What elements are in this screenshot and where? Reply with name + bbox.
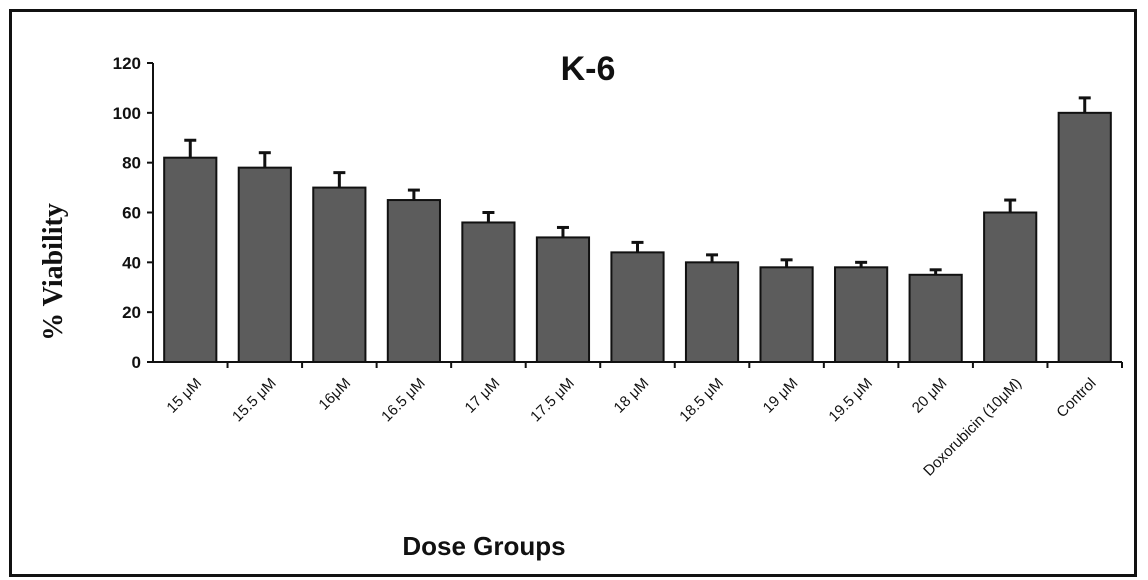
y-tick-label: 0 — [132, 353, 141, 372]
bar — [684, 261, 740, 364]
x-tick-label: 15.5 μM — [229, 375, 280, 426]
y-axis-label: % Viability — [38, 203, 69, 341]
bar — [908, 273, 963, 363]
bar — [535, 236, 591, 364]
x-tick-label: 18.5 μM — [676, 375, 727, 426]
bar — [759, 266, 814, 364]
y-tick-label: 80 — [122, 154, 141, 173]
bar — [461, 221, 516, 363]
y-tick-label: 60 — [122, 204, 141, 223]
bar — [312, 186, 367, 363]
y-tick-label: 100 — [113, 104, 141, 123]
x-tick-label: 20 μM — [909, 375, 951, 417]
bar — [610, 251, 665, 363]
x-tick-label: 17.5 μM — [527, 375, 578, 426]
x-tick-label: 18 μM — [611, 375, 653, 417]
x-tick-label: 19 μM — [760, 375, 802, 417]
bar — [163, 156, 218, 363]
x-tick-label: 17 μM — [462, 375, 504, 417]
bar — [983, 211, 1038, 363]
x-tick-label: 16.5 μM — [378, 375, 429, 426]
chart-title: K-6 — [561, 50, 616, 88]
x-tick-label: 19.5 μM — [825, 375, 876, 426]
x-tick-label: Control — [1053, 375, 1099, 421]
x-axis-label: Dose Groups — [402, 531, 565, 561]
bar — [834, 266, 889, 364]
bar — [237, 166, 292, 363]
x-tick-label: 16μM — [315, 375, 354, 414]
y-tick-label: 20 — [122, 303, 141, 322]
y-tick-label: 120 — [113, 54, 141, 73]
x-tick-label: 15 μM — [163, 375, 205, 417]
bar — [386, 199, 441, 363]
plot-area: 0 20 40 60 80 100 120 15 μM 15.5 μM 16μM 16.5 μM 17… — [113, 54, 1123, 480]
y-tick-label: 40 — [122, 253, 141, 272]
bar — [1057, 111, 1112, 364]
